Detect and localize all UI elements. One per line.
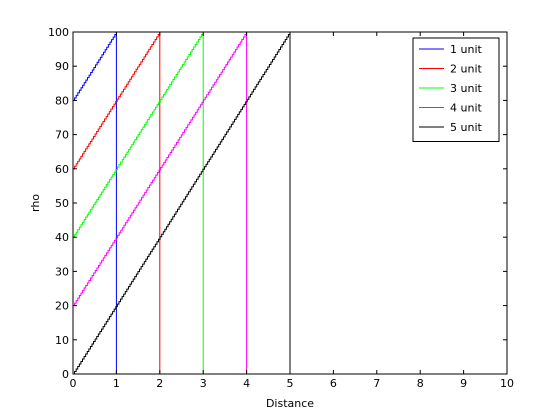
x-tick-label: 1 bbox=[113, 377, 120, 390]
y-tick-label: 50 bbox=[55, 197, 69, 210]
y-tick-label: 100 bbox=[48, 26, 69, 39]
x-tick-label: 4 bbox=[243, 377, 250, 390]
legend-label-4: 4 unit bbox=[450, 102, 482, 115]
legend: 1 unit 2 unit 3 unit 4 unit 5 unit bbox=[413, 38, 499, 142]
legend-label-3: 3 unit bbox=[450, 82, 482, 95]
x-tick-label: 9 bbox=[460, 377, 467, 390]
y-tick-label: 90 bbox=[55, 60, 69, 73]
y-tick-label: 0 bbox=[62, 368, 69, 381]
x-tick-label: 10 bbox=[500, 377, 514, 390]
x-tick-label: 6 bbox=[330, 377, 337, 390]
y-tick-label: 30 bbox=[55, 265, 69, 278]
x-tick-label: 7 bbox=[373, 377, 380, 390]
x-tick-label: 3 bbox=[200, 377, 207, 390]
x-tick-label: 2 bbox=[156, 377, 163, 390]
y-tick-label: 40 bbox=[55, 231, 69, 244]
y-tick-label: 10 bbox=[55, 334, 69, 347]
y-tick-label: 60 bbox=[55, 163, 69, 176]
legend-label-1: 1 unit bbox=[450, 43, 482, 56]
x-axis-label: Distance bbox=[266, 397, 314, 410]
y-tick-label: 80 bbox=[55, 94, 69, 107]
x-tick-label: 0 bbox=[70, 377, 77, 390]
y-axis-label: rho bbox=[29, 194, 42, 212]
legend-label-2: 2 unit bbox=[450, 63, 482, 76]
legend-label-5: 5 unit bbox=[450, 121, 482, 134]
x-tick-label: 8 bbox=[417, 377, 424, 390]
y-tick-label: 70 bbox=[55, 129, 69, 142]
x-tick-label: 5 bbox=[287, 377, 294, 390]
y-tick-label: 20 bbox=[55, 300, 69, 313]
